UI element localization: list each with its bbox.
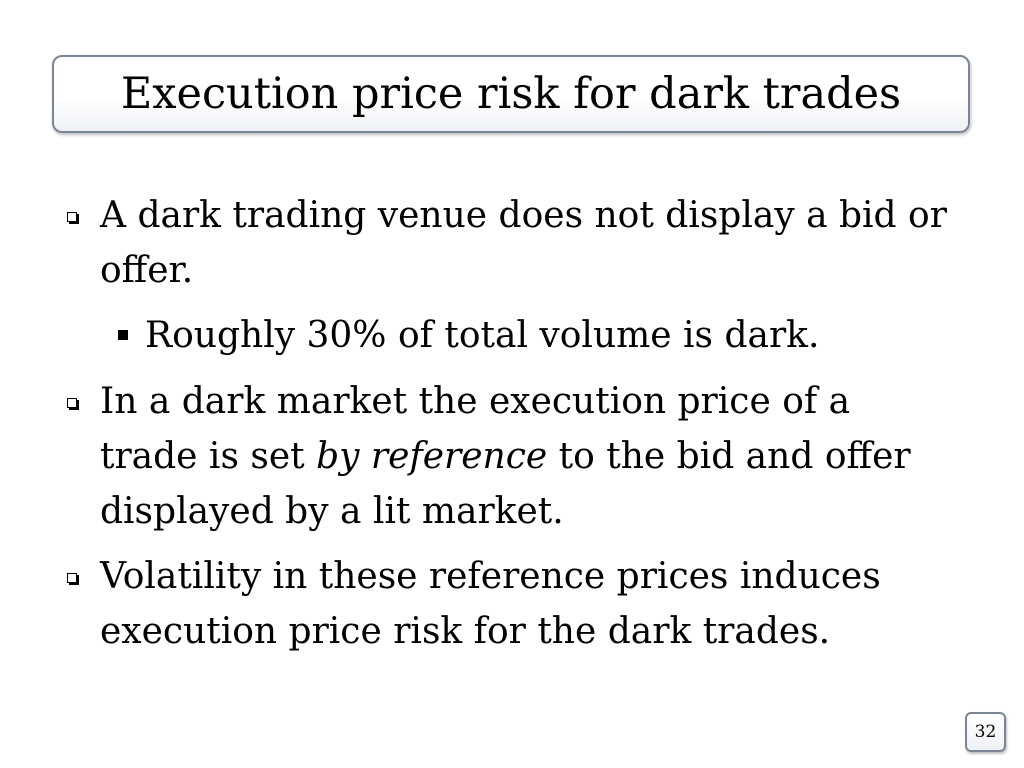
filled-square-bullet-icon: [118, 330, 128, 340]
bullet-text: A dark trading venue does not display a …: [100, 195, 947, 291]
bullet-item-3: Volatility in these reference prices ind…: [67, 549, 950, 659]
hollow-square-bullet-icon: [67, 573, 77, 583]
slide-title: Execution price risk for dark trades: [120, 68, 902, 119]
bullet-text-after: to the bid and offer displayed by a lit …: [100, 436, 911, 532]
bullet-item-1: A dark trading venue does not display a …: [67, 188, 950, 298]
title-box: Execution price risk for dark trades: [52, 55, 970, 133]
bullet-text-before: In a dark market the execution price of …: [100, 381, 851, 477]
hollow-square-bullet-icon: [67, 398, 77, 408]
bullet-item-2: In a dark market the execution price of …: [67, 374, 950, 539]
sub-bullet-item-1: Roughly 30% of total volume is dark.: [118, 308, 945, 363]
bullet-text-italic: by reference: [316, 436, 548, 477]
bullet-text: Volatility in these reference prices ind…: [100, 556, 881, 652]
page-number: 32: [965, 712, 1006, 752]
hollow-square-bullet-icon: [67, 212, 77, 222]
sub-bullet-text: Roughly 30% of total volume is dark.: [145, 315, 820, 356]
